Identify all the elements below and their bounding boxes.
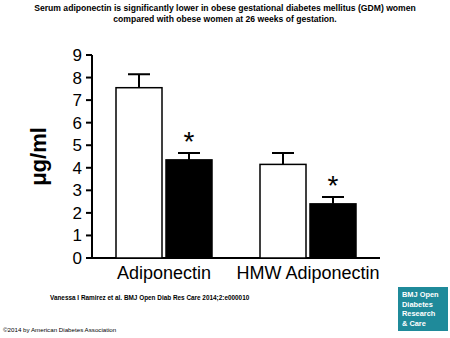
chart: Serum adiponectin is significantly lower… (0, 0, 450, 338)
y-tick-label: 0 (73, 249, 82, 268)
y-tick (86, 234, 92, 236)
x-tick-label: Adiponectin (117, 263, 211, 283)
y-tick-label: 3 (73, 181, 82, 200)
y-tick-label: 1 (73, 226, 82, 245)
bar (116, 88, 162, 258)
y-tick-label: 5 (73, 136, 82, 155)
y-tick-label: 6 (73, 114, 82, 133)
y-axis-label: μg/ml (26, 127, 51, 186)
y-tick (86, 99, 92, 101)
y-tick (86, 212, 92, 214)
y-tick-label: 4 (73, 159, 82, 178)
y-tick (86, 122, 92, 124)
y-tick-label: 2 (73, 204, 82, 223)
y-tick-label: 7 (73, 91, 82, 110)
bar (310, 204, 356, 258)
x-tick-label: HMW Adiponectin (236, 263, 379, 283)
title: Serum adiponectin is significantly lower… (34, 3, 416, 13)
y-tick-label: 9 (73, 46, 82, 65)
y-tick (86, 167, 92, 169)
y-tick (86, 257, 92, 259)
title: compared with obese women at 26 weeks of… (113, 14, 337, 24)
y-tick (86, 54, 92, 56)
bar (166, 160, 212, 258)
bar (260, 164, 306, 258)
y-axis (91, 55, 93, 258)
error-bar (272, 153, 294, 164)
copyright: ©2014 by American Diabetes Association (3, 326, 117, 333)
source: Vanessa I Ramirez et al. BMJ Open Diab R… (50, 294, 250, 302)
logo-text: Research (402, 309, 436, 318)
significance-marker: * (184, 126, 195, 157)
logo-text: Diabetes (402, 300, 433, 309)
logo-text: & Care (402, 319, 426, 328)
y-tick (86, 144, 92, 146)
significance-marker: * (328, 170, 339, 201)
logo-text: BMJ Open (402, 290, 439, 299)
y-tick (86, 189, 92, 191)
error-bar (128, 74, 150, 88)
logo-box (398, 287, 448, 331)
y-tick-label: 8 (73, 69, 82, 88)
bars (116, 74, 356, 258)
y-tick (86, 77, 92, 79)
